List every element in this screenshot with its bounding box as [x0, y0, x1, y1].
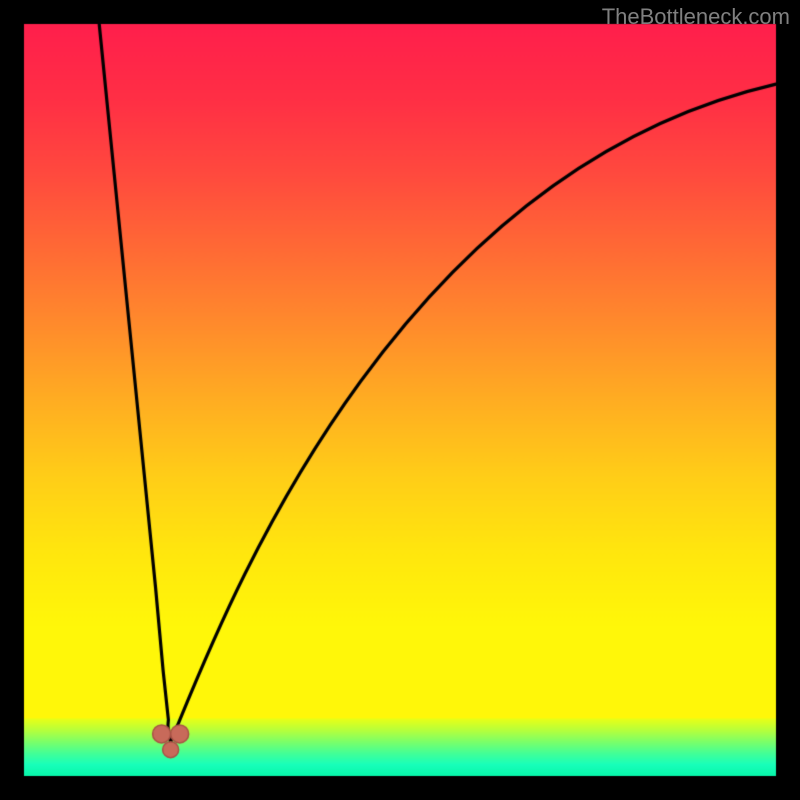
watermark-text: TheBottleneck.com [602, 4, 790, 30]
optimal-marker [0, 0, 800, 800]
chart-stage: TheBottleneck.com [0, 0, 800, 800]
